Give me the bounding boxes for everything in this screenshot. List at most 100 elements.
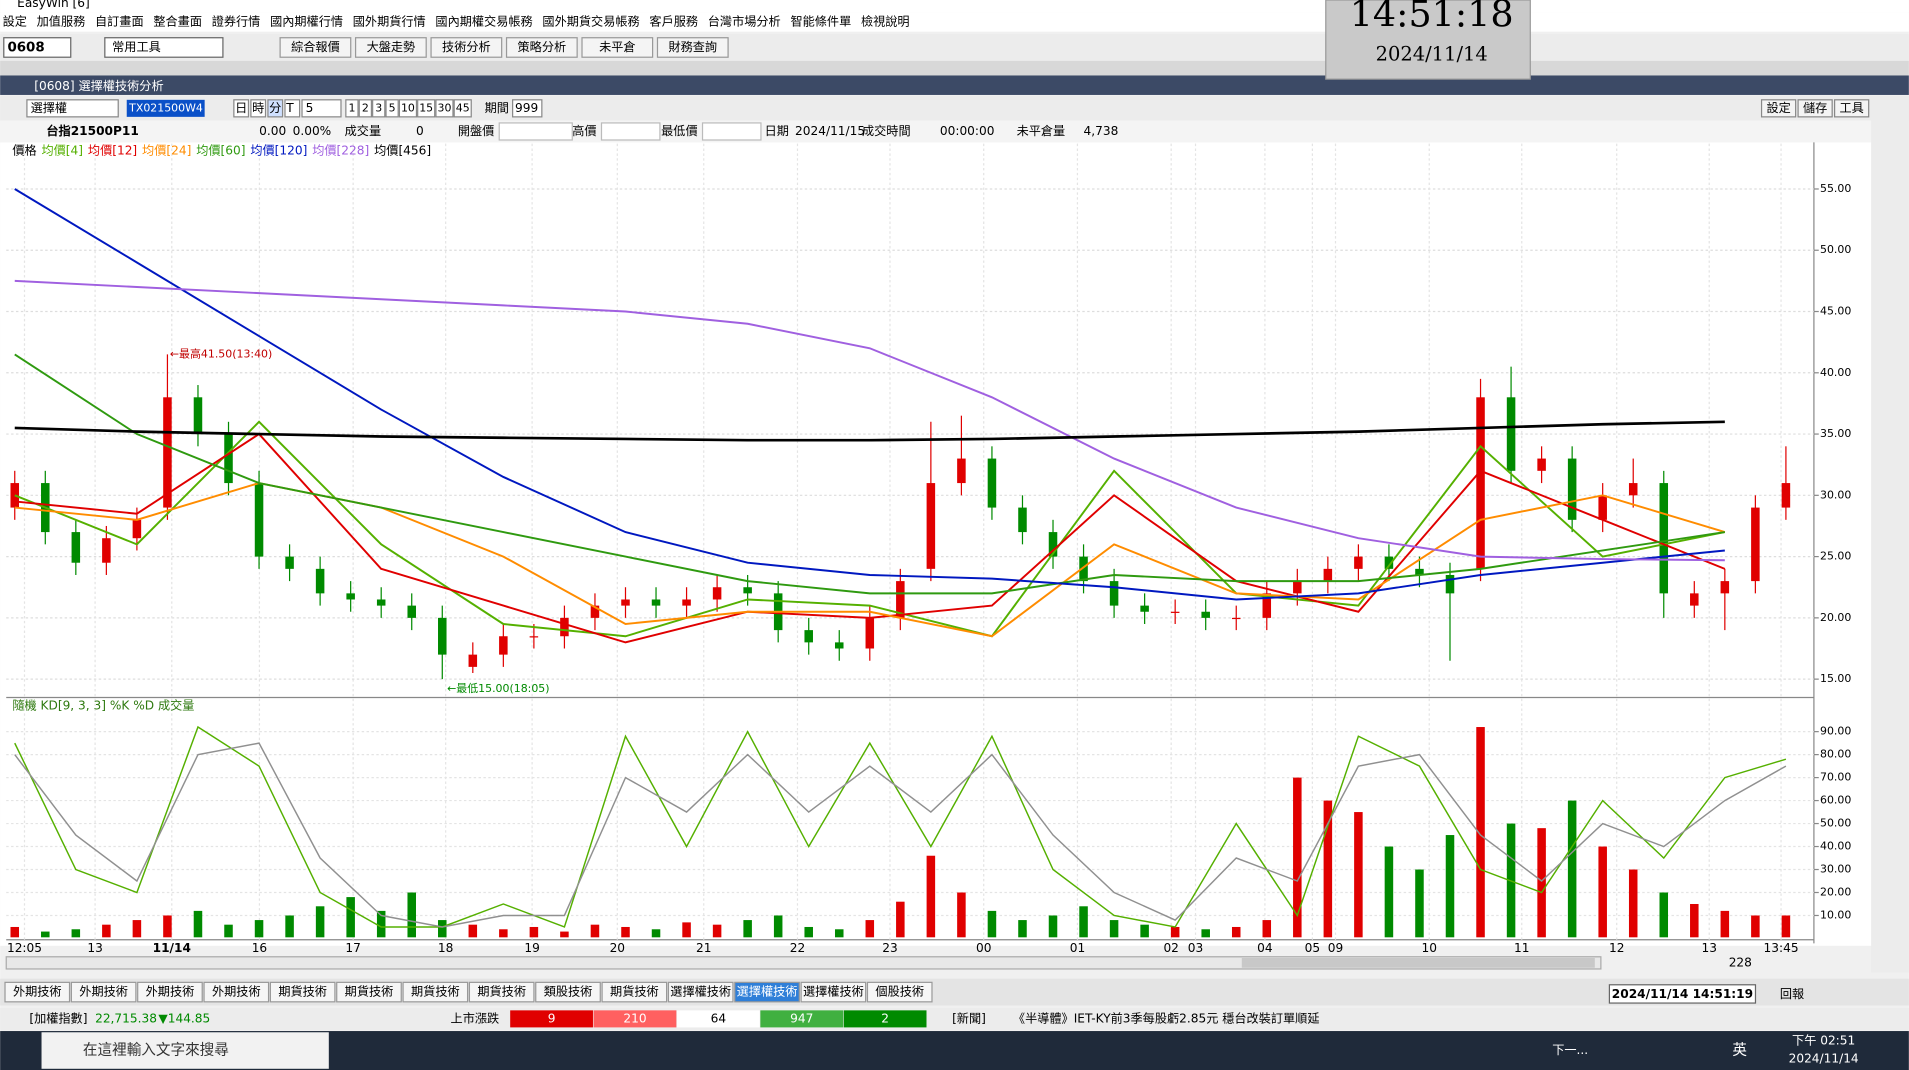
scroll-thumb[interactable] (1241, 958, 1595, 968)
tool-select[interactable] (104, 37, 224, 58)
action-button[interactable] (1760, 99, 1797, 118)
action-label: 工具 (1839, 101, 1863, 115)
candle-body (529, 636, 539, 638)
tab[interactable] (866, 981, 933, 1003)
minute-button[interactable] (435, 99, 454, 118)
minute-button[interactable] (398, 99, 418, 118)
candle-body (499, 636, 508, 655)
period-button[interactable] (267, 99, 284, 118)
legend-item: 均價[24] (142, 143, 191, 157)
minute-button[interactable] (453, 99, 472, 118)
minute-button[interactable] (372, 99, 386, 118)
menu-item[interactable]: 國外期貨行情 (353, 13, 426, 28)
datetime: 2024/11/14 14:51:19 (1612, 987, 1753, 1001)
status-bar (0, 1007, 1909, 1030)
tab[interactable] (734, 981, 800, 1003)
tray-time: 下午 02:51 (1792, 1033, 1855, 1047)
search-text: 在這裡輸入文字來搜尋 (83, 1042, 229, 1059)
menu-item[interactable]: 台灣市場分析 (708, 13, 781, 28)
clock-date: 2024/11/14 (1376, 42, 1488, 65)
period: 5 (306, 101, 314, 115)
menu-item[interactable]: 檢視說明 (861, 13, 910, 28)
volume-bar (1659, 892, 1669, 938)
code-box[interactable] (3, 37, 72, 58)
period-button[interactable] (284, 99, 301, 118)
kind-select[interactable] (26, 99, 119, 118)
tab[interactable] (535, 981, 601, 1003)
tab[interactable] (468, 981, 535, 1003)
toolbar-button[interactable] (505, 37, 578, 58)
period-label: 分 (269, 101, 281, 115)
toolbar-button[interactable] (279, 37, 352, 58)
menu-item[interactable]: 國外期貨交易帳務 (542, 13, 639, 28)
y-tick-label: 35.00 (1820, 427, 1851, 440)
minute-button[interactable] (385, 99, 399, 118)
tab[interactable] (601, 981, 668, 1003)
menu-item[interactable]: 國內期權交易帳務 (435, 13, 532, 28)
tab[interactable] (4, 981, 71, 1003)
period-select[interactable] (301, 99, 342, 118)
menu-item[interactable]: 設定 (3, 13, 27, 28)
report[interactable]: 回報 (1780, 987, 1804, 1001)
action-button[interactable] (1833, 99, 1870, 118)
tab-label: 外期技術 (79, 985, 128, 999)
contract-select[interactable] (126, 99, 205, 117)
candle-body (132, 519, 142, 539)
window-title-bar (0, 75, 1909, 95)
search-box[interactable] (41, 1032, 329, 1069)
minute-button[interactable] (358, 99, 373, 118)
volume-bar (987, 910, 997, 938)
toolbar-button[interactable] (430, 37, 503, 58)
tab[interactable] (336, 981, 402, 1003)
toolbar-button-label: 未平倉 (599, 39, 635, 54)
menu-item[interactable]: 國內期權行情 (270, 14, 343, 28)
menu-item[interactable]: 證券行情 (212, 13, 261, 28)
candle-body (926, 483, 936, 569)
volume-bar (896, 901, 905, 938)
candle-body (1567, 458, 1577, 520)
toolbar-button-label: 綜合報價 (291, 39, 340, 54)
menu-item[interactable]: 自訂畫面 (95, 13, 144, 28)
tab[interactable] (269, 981, 336, 1003)
breadth-box (510, 1010, 593, 1028)
tab[interactable] (137, 981, 203, 1003)
candle-body (1170, 611, 1180, 613)
menu-item[interactable]: 整合畫面 (153, 13, 202, 28)
minute-label: 5 (389, 101, 396, 114)
minute-button[interactable] (417, 99, 436, 118)
volume-bar (1079, 906, 1088, 938)
tab[interactable] (667, 981, 734, 1003)
tab[interactable] (402, 981, 469, 1003)
x-tick-label: 13 (1701, 941, 1716, 955)
candle-body (1781, 483, 1791, 508)
toolbar-button[interactable] (354, 37, 427, 58)
period-button[interactable] (250, 99, 267, 118)
minute-label: 45 (456, 101, 470, 114)
count-box[interactable] (512, 99, 543, 118)
toolbar-button[interactable] (656, 37, 729, 58)
kind: 選擇權 (31, 100, 67, 115)
toolbar-button-label: 技術分析 (442, 40, 491, 54)
kd-title: 隨機 KD[9, 3, 3] %K %D 成交量 (12, 698, 194, 713)
volume-bar (926, 855, 936, 938)
toolbar-button[interactable] (581, 37, 654, 58)
menu-item[interactable]: 客戶服務 (649, 13, 698, 28)
minute-button[interactable] (345, 99, 359, 118)
tab[interactable] (70, 981, 137, 1003)
menu-item[interactable]: 加值服務 (37, 13, 86, 28)
candle-body (1751, 507, 1760, 582)
y-tick-label: 40.00 (1820, 840, 1851, 853)
candle-body (438, 617, 447, 655)
candle-body (1628, 483, 1638, 496)
period-button[interactable] (233, 99, 250, 118)
scrollbar[interactable] (5, 956, 1602, 970)
app-title-bar (0, 0, 1909, 13)
breadth-value: 64 (711, 1011, 727, 1025)
tab[interactable] (203, 981, 270, 1003)
candle-body (834, 642, 844, 649)
menu-item[interactable]: 智能條件單 (790, 13, 851, 28)
action-button[interactable] (1797, 99, 1833, 118)
volume-bar (590, 924, 600, 938)
minute-label: 2 (362, 101, 369, 114)
tab[interactable] (800, 981, 867, 1003)
